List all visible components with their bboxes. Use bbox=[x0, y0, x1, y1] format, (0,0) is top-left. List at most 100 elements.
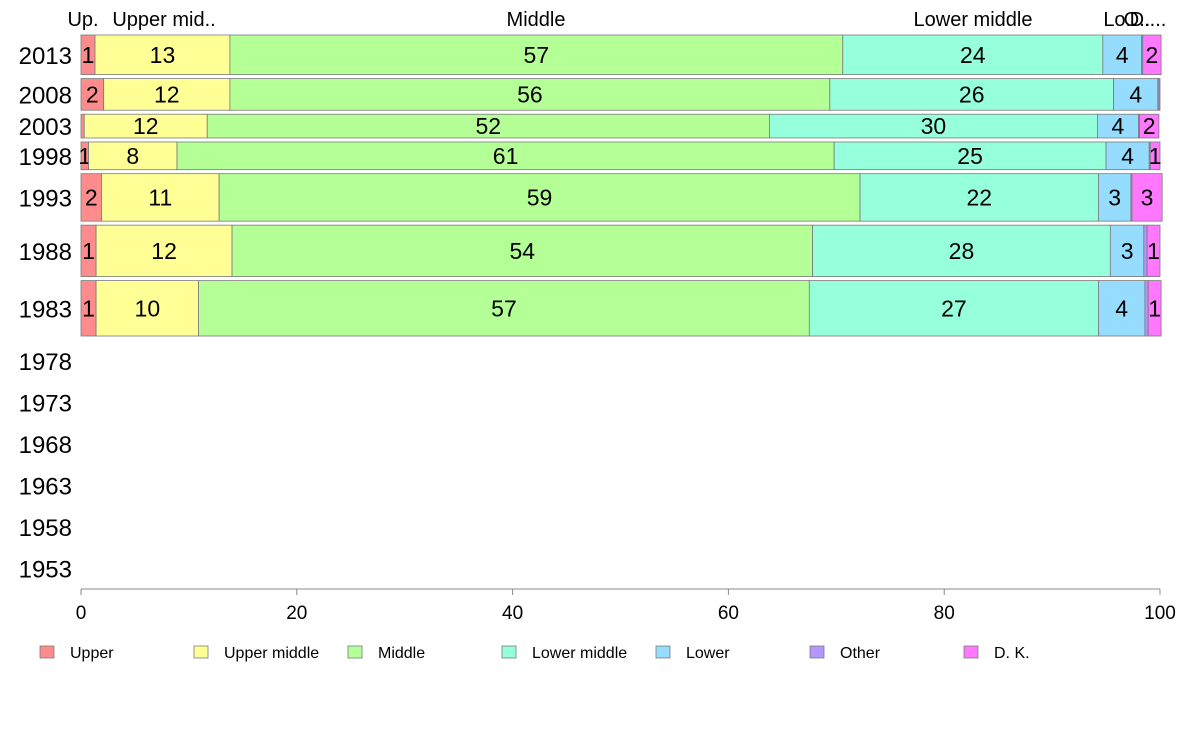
data-label: 30 bbox=[921, 113, 947, 139]
legend-label: Upper bbox=[70, 645, 114, 662]
y-tick-label: 1978 bbox=[19, 349, 72, 376]
bar-segment bbox=[103, 78, 231, 111]
legend-swatch bbox=[809, 645, 825, 659]
x-tick-label: 40 bbox=[502, 603, 523, 624]
column-header-label: D.... bbox=[1130, 9, 1167, 31]
legend-label: D. K. bbox=[994, 645, 1030, 662]
data-label: 54 bbox=[510, 238, 536, 264]
data-label: 2 bbox=[86, 81, 99, 107]
data-label: 1 bbox=[82, 295, 95, 321]
data-label: 12 bbox=[151, 238, 177, 264]
bar-segment bbox=[1102, 34, 1143, 75]
legend-item: Other bbox=[809, 645, 881, 662]
bar-segment bbox=[808, 280, 1099, 337]
data-label: 1 bbox=[82, 42, 95, 68]
bar-segment bbox=[829, 78, 1115, 111]
legend-label: Middle bbox=[378, 645, 425, 662]
data-label: 10 bbox=[135, 295, 161, 321]
legend-item: Lower bbox=[655, 645, 730, 662]
data-label: 12 bbox=[133, 113, 159, 139]
y-tick-label: 1973 bbox=[19, 390, 72, 417]
y-tick-label: 1963 bbox=[19, 473, 72, 500]
data-label: 1 bbox=[1149, 143, 1162, 169]
x-tick-label: 20 bbox=[286, 603, 307, 624]
data-label: 2 bbox=[1143, 113, 1156, 139]
data-label: 1 bbox=[78, 143, 91, 169]
data-label: 22 bbox=[966, 184, 992, 210]
data-label: 27 bbox=[941, 295, 967, 321]
bar-segment bbox=[80, 113, 85, 139]
data-label: 12 bbox=[154, 81, 180, 107]
data-label: 3 bbox=[1108, 184, 1121, 210]
column-header-label: Upper mid.. bbox=[112, 9, 215, 31]
data-label: 8 bbox=[126, 143, 139, 169]
bar-segment bbox=[1098, 173, 1132, 222]
data-label: 1 bbox=[82, 238, 95, 264]
bar-segment bbox=[176, 141, 835, 171]
bar-segment bbox=[859, 173, 1099, 222]
bar-segment bbox=[842, 34, 1104, 75]
y-tick-label: 2003 bbox=[19, 114, 72, 141]
legend-item: Upper bbox=[39, 645, 114, 662]
legend-swatch bbox=[501, 645, 517, 659]
bar-segment bbox=[229, 34, 844, 75]
legend-swatch bbox=[347, 645, 363, 659]
data-label: 56 bbox=[517, 81, 543, 107]
data-label: 25 bbox=[957, 143, 983, 169]
data-label: 26 bbox=[959, 81, 985, 107]
legend-swatch bbox=[963, 645, 979, 659]
data-label: 4 bbox=[1129, 81, 1142, 107]
legend-item: Lower middle bbox=[501, 645, 627, 662]
y-tick-label: 1998 bbox=[19, 144, 72, 171]
data-label: 28 bbox=[949, 238, 975, 264]
data-label: 4 bbox=[1116, 42, 1129, 68]
data-label: 2 bbox=[85, 184, 98, 210]
legend-label: Upper middle bbox=[224, 645, 319, 662]
bar-segment bbox=[95, 224, 233, 278]
bar-segment bbox=[101, 173, 220, 222]
bar-segment bbox=[88, 141, 178, 171]
data-label: 59 bbox=[527, 184, 553, 210]
bar-segment bbox=[95, 280, 200, 337]
bar-segment bbox=[94, 34, 231, 75]
legend-label: Lower bbox=[686, 645, 730, 662]
legend-item: D. K. bbox=[963, 645, 1030, 662]
y-tick-label: 1958 bbox=[19, 515, 72, 542]
bar-segment bbox=[1146, 224, 1161, 278]
column-header-label: Lower middle bbox=[914, 9, 1033, 31]
bar-segment bbox=[1149, 141, 1161, 171]
data-label: 11 bbox=[148, 184, 172, 210]
bar-segment bbox=[1147, 280, 1162, 337]
bar-segment bbox=[1142, 34, 1162, 75]
data-label: 3 bbox=[1141, 184, 1154, 210]
data-label: 4 bbox=[1121, 143, 1134, 169]
y-tick-label: 2008 bbox=[19, 82, 72, 109]
bar-segment bbox=[1158, 78, 1161, 111]
data-label: 1 bbox=[1148, 295, 1161, 321]
y-tick-label: 1983 bbox=[19, 296, 72, 323]
data-label: 61 bbox=[493, 143, 519, 169]
y-tick-label: 1953 bbox=[19, 556, 72, 583]
x-tick-label: 80 bbox=[934, 603, 955, 624]
bar-segment bbox=[1109, 224, 1145, 278]
column-header-label: Up. bbox=[67, 9, 98, 31]
data-label: 57 bbox=[524, 42, 550, 68]
y-tick-label: 1968 bbox=[19, 432, 72, 459]
x-tick-label: 100 bbox=[1144, 603, 1176, 624]
legend-swatch bbox=[655, 645, 671, 659]
data-label: 52 bbox=[476, 113, 502, 139]
bar-segment bbox=[229, 78, 831, 111]
bar-segment bbox=[218, 173, 861, 222]
legend-swatch bbox=[193, 645, 209, 659]
legend-item: Upper middle bbox=[193, 645, 319, 662]
data-label: 4 bbox=[1115, 295, 1128, 321]
data-label: 1 bbox=[1147, 238, 1160, 264]
column-header-label: O.. bbox=[1124, 9, 1151, 31]
data-label: 3 bbox=[1121, 238, 1134, 264]
y-tick-label: 1988 bbox=[19, 239, 72, 266]
data-label: 24 bbox=[960, 42, 986, 68]
y-tick-label: 1993 bbox=[19, 185, 72, 212]
y-tick-label: 2013 bbox=[19, 43, 72, 70]
